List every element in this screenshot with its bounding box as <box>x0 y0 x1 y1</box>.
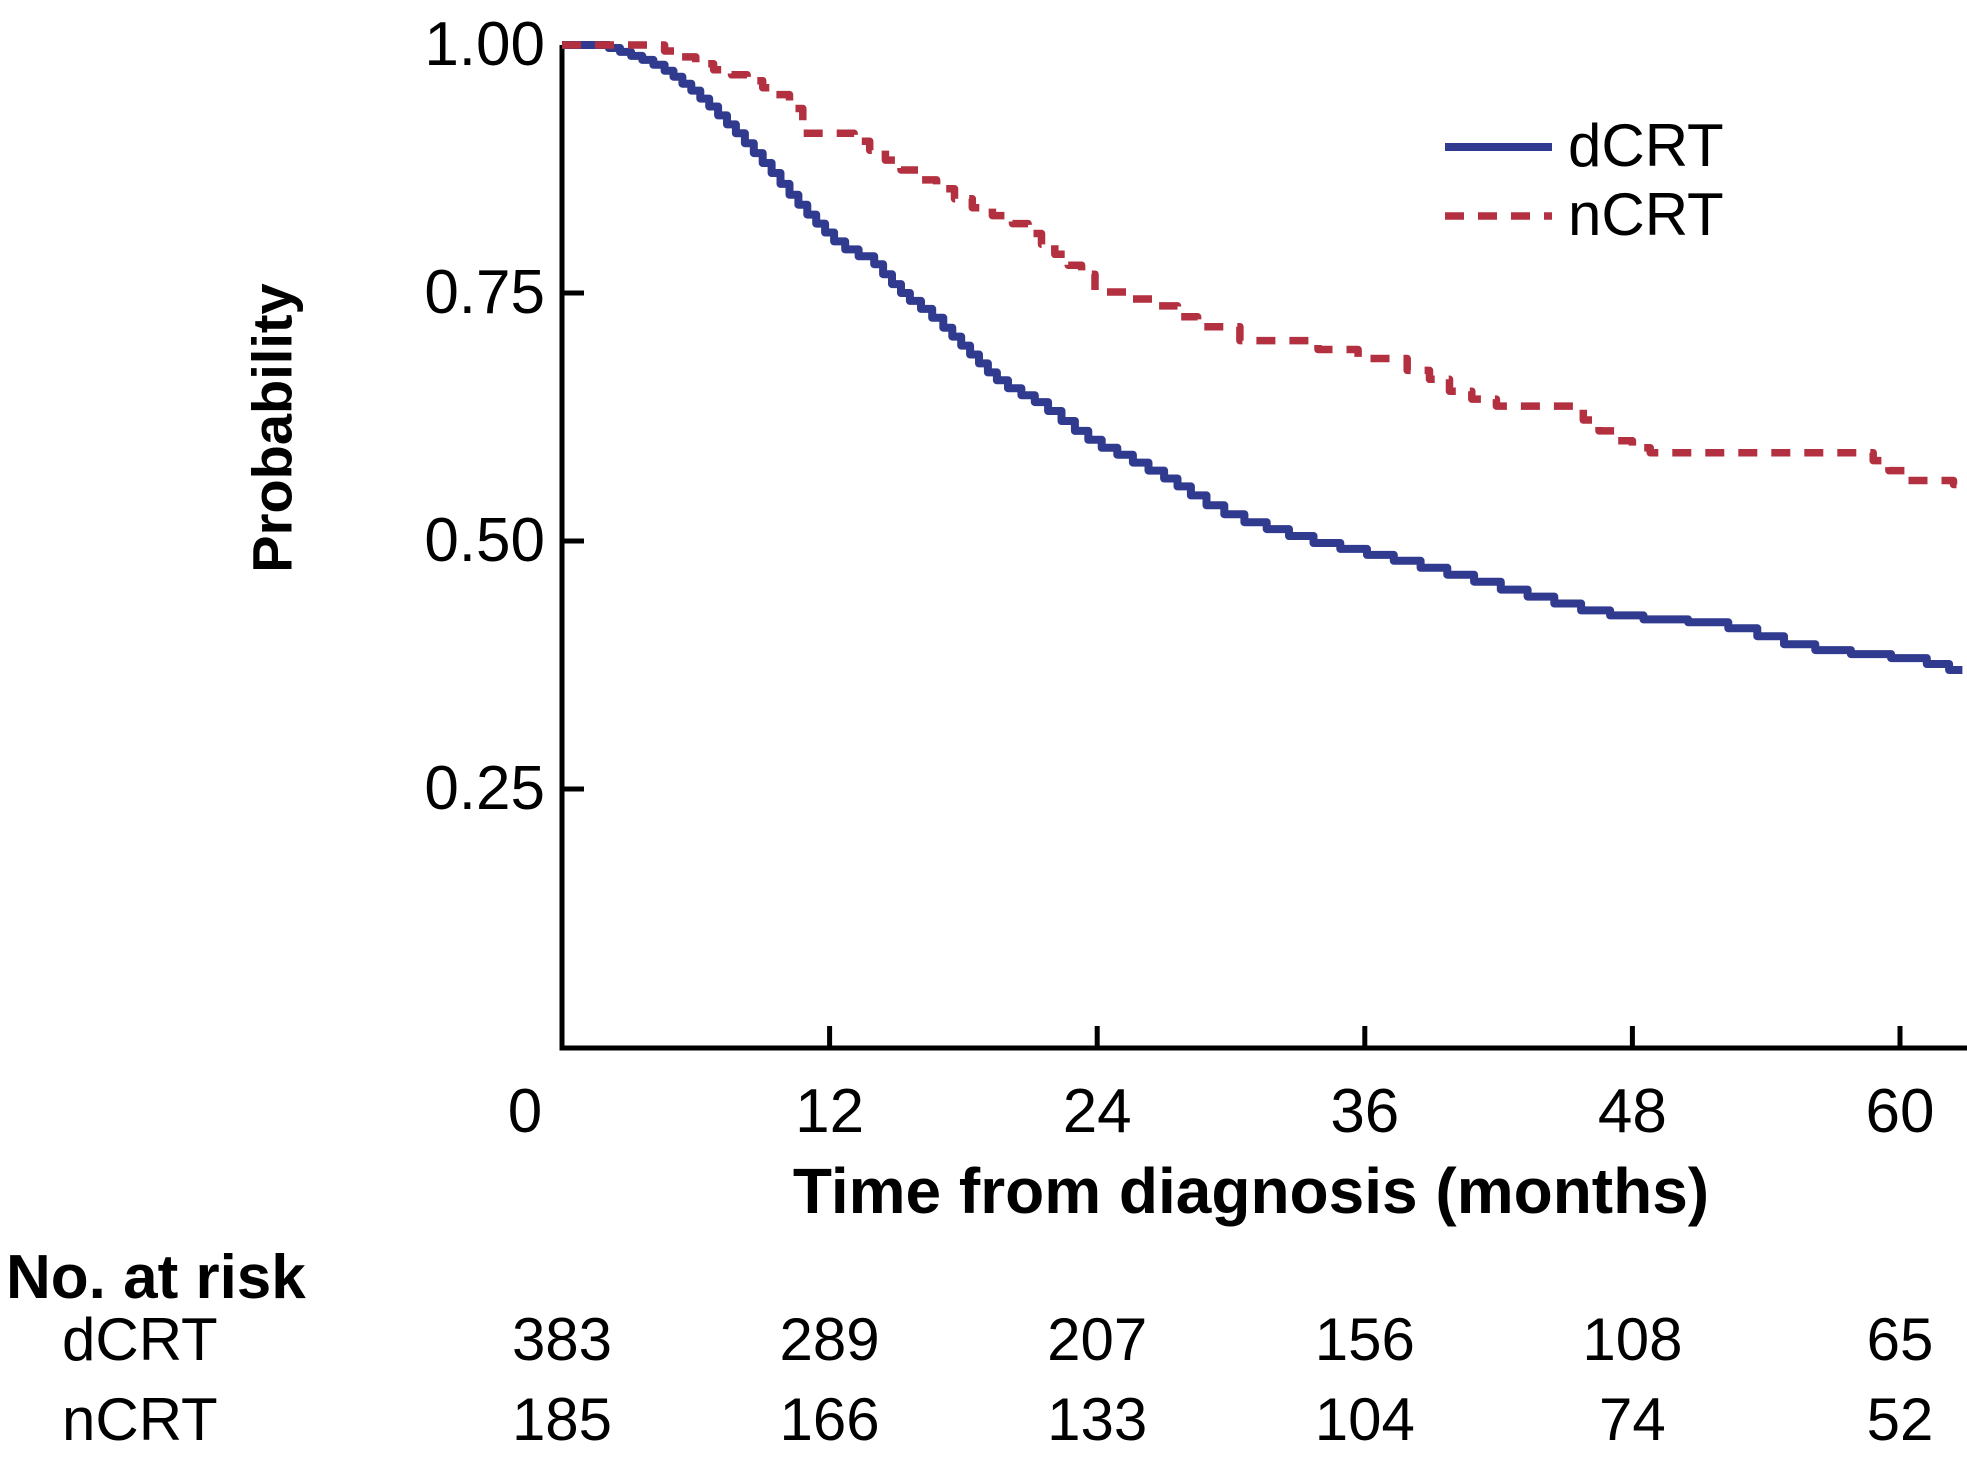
legend-label-dcrt: dCRT <box>1568 112 1724 179</box>
x-tick-label: 60 <box>1865 1077 1935 1146</box>
x-tick-label: 36 <box>1330 1077 1400 1146</box>
risk-count-ncrt: 185 <box>511 1386 613 1453</box>
curve-dcrt <box>562 41 1963 674</box>
risk-count-ncrt: 104 <box>1314 1386 1415 1453</box>
risk-count-dcrt: 383 <box>511 1306 613 1373</box>
curve-ncrt <box>562 41 1958 489</box>
y-axis-title: Probability <box>240 283 304 573</box>
axis-lines <box>559 45 1967 1051</box>
risk-count-dcrt: 156 <box>1314 1306 1415 1373</box>
x-axis-title: Time from diagnosis (months) <box>792 1155 1710 1227</box>
x-tick-label: 48 <box>1597 1077 1667 1146</box>
x-tick-label: 24 <box>1062 1077 1132 1146</box>
risk-row-label-ncrt: nCRT <box>62 1386 218 1453</box>
risk-row-label-dcrt: dCRT <box>62 1306 218 1373</box>
y-tick-label: 0.75 <box>424 258 545 327</box>
risk-count-ncrt: 166 <box>779 1386 880 1453</box>
legend-label-ncrt: nCRT <box>1568 181 1724 248</box>
x-tick-label: 12 <box>795 1077 865 1146</box>
risk-count-ncrt: 133 <box>1047 1386 1148 1453</box>
risk-count-dcrt: 108 <box>1582 1306 1683 1373</box>
risk-count-dcrt: 65 <box>1866 1306 1934 1373</box>
y-tick-label: 1.00 <box>424 10 545 79</box>
risk-table-title: No. at risk <box>6 1243 306 1312</box>
risk-count-dcrt: 207 <box>1047 1306 1148 1373</box>
x-tick-label: 0 <box>507 1077 543 1146</box>
risk-count-ncrt: 52 <box>1866 1386 1934 1453</box>
y-tick-label: 0.25 <box>424 754 545 823</box>
risk-count-dcrt: 289 <box>779 1306 880 1373</box>
y-tick-label: 0.50 <box>424 506 545 575</box>
risk-count-ncrt: 74 <box>1599 1386 1666 1453</box>
